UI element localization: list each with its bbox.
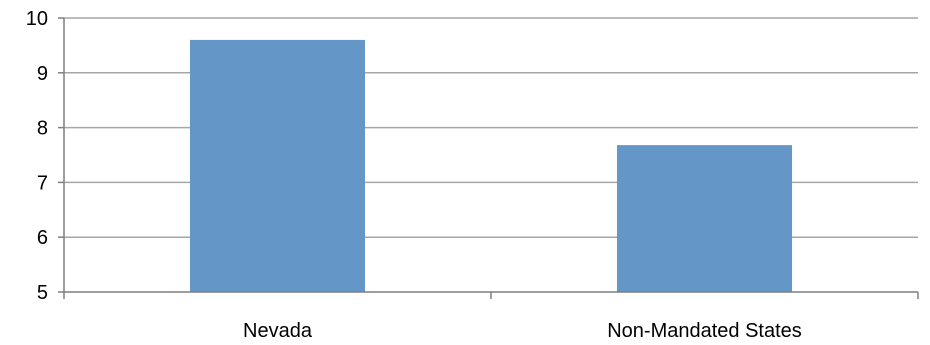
- y-tick-label-9: 9: [37, 63, 48, 85]
- labels: 5 6 7 8 9 10 Nevada Non-Mandated States: [26, 8, 802, 342]
- x-tick-label-nevada: Nevada: [243, 320, 313, 342]
- y-tick-label-10: 10: [26, 8, 48, 30]
- x-tick-label-non-mandated-states: Non-Mandated States: [607, 320, 802, 342]
- y-tick-label-7: 7: [37, 172, 48, 194]
- bar-nevada: [189, 39, 366, 292]
- bar-non-mandated-states: [616, 145, 793, 292]
- bars: [189, 39, 793, 292]
- y-tick-label-6: 6: [37, 227, 48, 249]
- y-tick-label-8: 8: [37, 118, 48, 140]
- axes: [63, 18, 919, 299]
- y-tick-label-5: 5: [37, 282, 48, 304]
